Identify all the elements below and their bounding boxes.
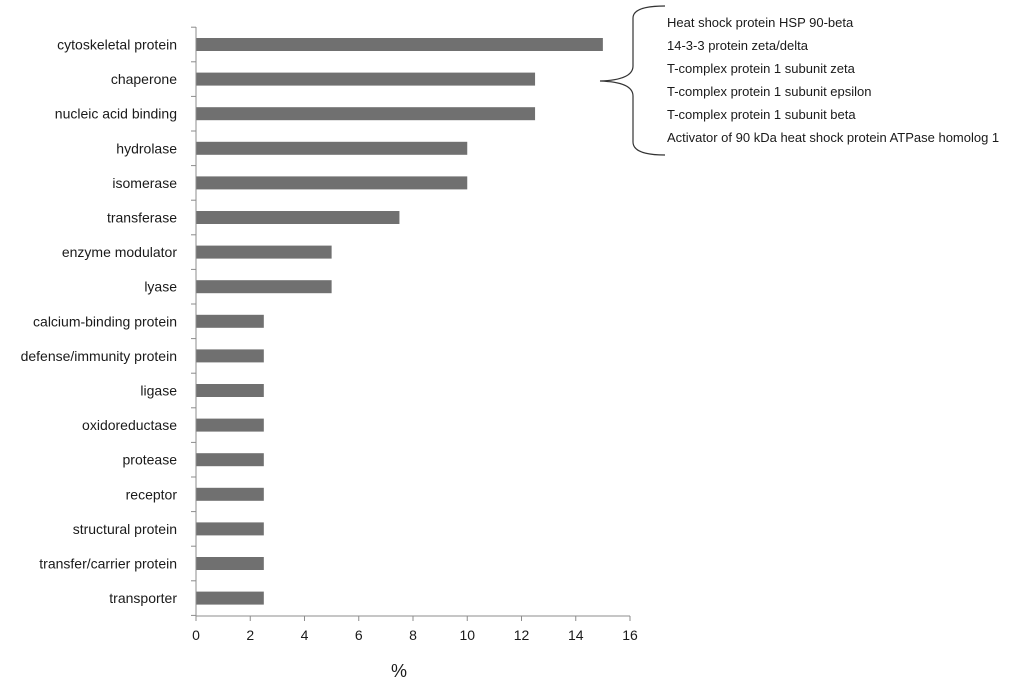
category-label: hydrolase [116, 140, 177, 156]
category-label: lyase [144, 279, 177, 295]
annotation-item: Activator of 90 kDa heat shock protein A… [667, 130, 999, 145]
bar [196, 349, 264, 363]
annotation-item: Heat shock protein HSP 90-beta [667, 15, 854, 30]
category-label: structural protein [73, 521, 177, 537]
bar [196, 245, 332, 259]
category-label: transporter [109, 590, 177, 606]
bar [196, 107, 536, 121]
bar [196, 557, 264, 570]
bar [196, 522, 264, 536]
x-tick-label: 14 [568, 627, 584, 643]
category-label: nucleic acid binding [55, 106, 177, 122]
x-tick-label: 2 [246, 627, 254, 643]
bar [196, 280, 332, 294]
annotation-item: T-complex protein 1 subunit zeta [667, 61, 856, 76]
category-label: transfer/carrier protein [39, 556, 177, 572]
category-label: oxidoreductase [82, 417, 177, 433]
bar [196, 72, 536, 86]
x-tick-label: 10 [459, 627, 475, 643]
bar [196, 211, 400, 224]
axes-group: 0 2 4 6 8 10 12 14 16 [191, 26, 638, 643]
bar [196, 176, 468, 190]
category-label: receptor [126, 486, 178, 502]
bar [196, 141, 468, 155]
annotation-item: T-complex protein 1 subunit epsilon [667, 84, 872, 99]
bar [196, 418, 264, 432]
annotation-brace [599, 5, 666, 156]
x-tick-label: 8 [409, 627, 417, 643]
x-tick-label: 0 [192, 627, 200, 643]
bar [196, 453, 264, 467]
x-axis-label: % [391, 661, 407, 681]
x-tick-label: 4 [301, 627, 309, 643]
bar [196, 38, 603, 51]
bars-group [196, 38, 603, 605]
x-tick-label: 16 [622, 627, 638, 643]
category-label: calcium-binding protein [33, 313, 177, 329]
category-label: enzyme modulator [62, 244, 178, 260]
annotation-item: 14-3-3 protein zeta/delta [667, 38, 809, 53]
category-label: ligase [140, 383, 177, 399]
bar [196, 314, 264, 328]
x-tick-label: 6 [355, 627, 363, 643]
bar [196, 384, 264, 397]
category-labels-group: cytoskeletal protein chaperone nucleic aci… [21, 37, 178, 607]
annotation-item: T-complex protein 1 subunit beta [667, 107, 856, 122]
category-label: transferase [107, 210, 177, 226]
category-label: protease [123, 452, 178, 468]
category-label: defense/immunity protein [21, 348, 177, 364]
category-label: chaperone [111, 71, 177, 87]
bar [196, 591, 264, 605]
annotation-group: Heat shock protein HSP 90-beta 14-3-3 pro… [599, 5, 999, 156]
x-tick-label: 12 [514, 627, 530, 643]
category-label: cytoskeletal protein [57, 37, 177, 53]
bar [196, 487, 264, 501]
category-label: isomerase [112, 175, 177, 191]
